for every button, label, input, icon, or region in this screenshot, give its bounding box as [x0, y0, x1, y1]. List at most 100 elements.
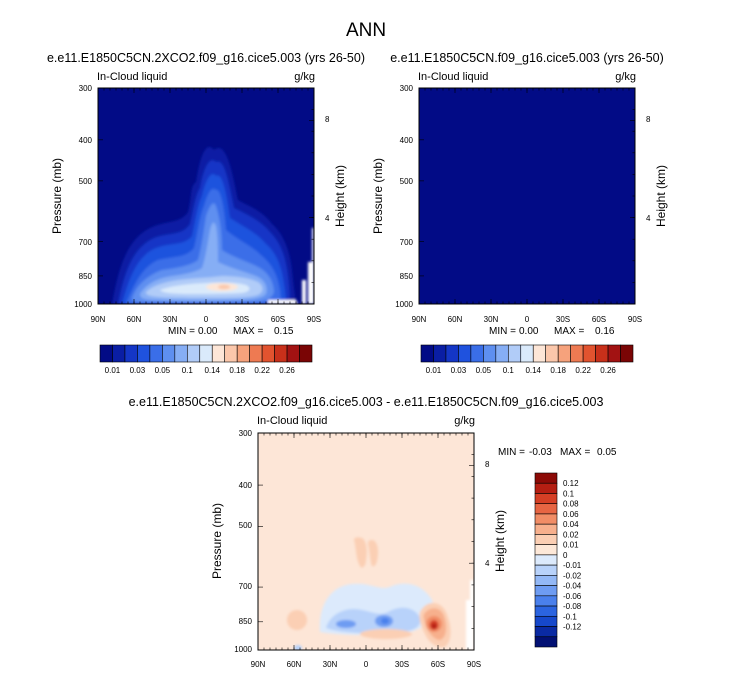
panel-control-colorbar-box-16 — [620, 344, 634, 363]
panel-difference-xtick-90N: 90N — [251, 660, 266, 669]
panel-difference-variable-label: In-Cloud liquid — [257, 415, 327, 427]
panel-2xco2-contour-level-10 — [218, 284, 230, 290]
panel-control-ylabel: Pressure (mb) — [371, 158, 385, 234]
panel-difference-colorbar-label-0: 0.12 — [563, 479, 579, 488]
panel-control-colorbar-box-11 — [557, 344, 571, 363]
panel-2xco2-contours — [112, 146, 314, 304]
panel-difference-xtick-60N: 60N — [287, 660, 302, 669]
panel-difference-y2tick-4: 4 — [485, 559, 490, 568]
panel-2xco2-colorbar-box-2 — [124, 344, 138, 363]
panel-difference-xtick-0: 0 — [364, 660, 369, 669]
panel-control-colorbar-box-5 — [483, 344, 497, 363]
panel-2xco2-colorbar-label-2: 0.05 — [155, 366, 171, 375]
panel-2xco2-colorbar-label-1: 0.03 — [130, 366, 146, 375]
panel-control-y2label: Height (km) — [654, 165, 668, 227]
panel-control-ytick-300: 300 — [400, 84, 414, 93]
panel-difference-missing-data — [466, 580, 474, 650]
panel-2xco2-xtick-60S: 60S — [271, 315, 285, 324]
panel-control-xtick-30N: 30N — [484, 315, 499, 324]
panel-2xco2-colorbar-label-3: 0.1 — [182, 366, 194, 375]
panel-2xco2: e.e11.E1850C5CN.2XCO2.f09_g16.cice5.003 … — [47, 51, 365, 375]
panel-control-ytick-850: 850 — [400, 272, 414, 281]
panel-difference-ytick-500: 500 — [239, 521, 253, 530]
panel-difference-ytick-400: 400 — [239, 481, 253, 490]
panel-difference-colorbar-box-12 — [534, 595, 558, 607]
panel-control-title: e.e11.E1850C5CN.f09_g16.cice5.003 (yrs 2… — [390, 51, 664, 65]
panel-control-ytick-1000: 1000 — [395, 300, 413, 309]
panel-difference-positive-region-1 — [354, 537, 378, 568]
panel-2xco2-colorbar-box-11 — [236, 344, 250, 363]
panel-difference-colorbar-box-2 — [534, 493, 558, 505]
panel-2xco2-colorbar-box-7 — [186, 344, 201, 363]
panel-control-colorbar-label-5: 0.18 — [550, 366, 566, 375]
panel-difference-colorbar-box-6 — [534, 534, 558, 545]
panel-2xco2-variable-label: In-Cloud liquid — [97, 71, 167, 83]
panel-control-xtick-60N: 60N — [448, 315, 463, 324]
panel-difference-max-value: 0.05 — [597, 447, 617, 458]
panel-control-xtick-90N: 90N — [412, 315, 427, 324]
panel-2xco2-colorbar-box-12 — [249, 344, 263, 363]
panel-2xco2-colorbar-label-6: 0.22 — [254, 366, 270, 375]
panel-2xco2-y2label: Height (km) — [333, 165, 347, 227]
panel-difference-colorbar-box-1 — [534, 482, 558, 494]
panel-difference-ylabel: Pressure (mb) — [210, 503, 224, 579]
panel-difference-negative-core-1 — [336, 620, 356, 628]
panel-control-xtick-0: 0 — [525, 315, 530, 324]
panel-difference-min-value: -0.03 — [529, 447, 552, 458]
panel-control-variable-label: In-Cloud liquid — [418, 71, 488, 83]
panel-2xco2-min-value: 0.00 — [198, 326, 218, 337]
figure-title: ANN — [346, 20, 386, 41]
panel-2xco2-xtick-90N: 90N — [91, 315, 106, 324]
panel-control-y2tick-4: 4 — [646, 214, 651, 223]
panel-difference-positive-region-3 — [360, 629, 412, 639]
panel-control-colorbar-box-2 — [445, 344, 459, 363]
panel-difference-xtick-30S: 30S — [395, 660, 409, 669]
panel-difference-colorbar-label-10: -0.04 — [563, 582, 582, 591]
panel-control-ytick-700: 700 — [400, 238, 414, 247]
panel-difference-colorbar-label-6: 0.01 — [563, 541, 579, 550]
panel-control-colorbar-box-9 — [532, 344, 547, 363]
panel-difference-units-label: g/kg — [454, 415, 475, 427]
panel-control-colorbar-label-3: 0.1 — [503, 366, 515, 375]
panel-2xco2-ytick-500: 500 — [79, 177, 93, 186]
panel-control-colorbar-box-3 — [458, 344, 472, 363]
panel-difference-colorbar-box-13 — [534, 605, 558, 617]
panel-difference: e.e11.E1850C5CN.2XCO2.f09_g16.cice5.003 … — [129, 395, 617, 669]
panel-2xco2-colorbar-box-9 — [211, 344, 226, 363]
panel-control-colorbar-box-0 — [420, 344, 434, 363]
panel-difference-ytick-1000: 1000 — [234, 645, 252, 654]
panel-difference-colorbar-label-9: -0.02 — [563, 571, 582, 580]
panel-difference-title: e.e11.E1850C5CN.2XCO2.f09_g16.cice5.003 … — [129, 395, 604, 409]
panel-2xco2-max-label: MAX = — [233, 326, 263, 337]
panel-difference-colorbar-box-5 — [534, 523, 558, 535]
panel-control-colorbar-label-2: 0.05 — [476, 366, 492, 375]
panel-difference-max-label: MAX = — [560, 447, 590, 458]
panel-2xco2-colorbar-box-3 — [137, 344, 151, 363]
panel-difference-colorbar-label-12: -0.08 — [563, 602, 582, 611]
panel-control-background — [419, 88, 635, 304]
panel-2xco2-max-value: 0.15 — [274, 326, 294, 337]
panel-2xco2-ytick-1000: 1000 — [74, 300, 92, 309]
panel-2xco2-colorbar-box-15 — [286, 344, 300, 363]
panel-control-max-value: 0.16 — [595, 326, 615, 337]
panel-difference-ytick-700: 700 — [239, 582, 253, 591]
panel-control-colorbar: 0.01 0.03 0.05 0.1 0.14 0.18 0.22 0.26 — [420, 344, 634, 375]
panel-control-colorbar-box-4 — [470, 344, 484, 363]
panel-control-xtick-60S: 60S — [592, 315, 606, 324]
panel-control-axes: 300 400 500 700 850 1000 8 4 90N 60N 30N… — [371, 84, 668, 324]
panel-difference-colorbar-label-2: 0.08 — [563, 500, 579, 509]
panel-2xco2-ytick-300: 300 — [79, 84, 93, 93]
panel-2xco2-colorbar-box-6 — [174, 344, 188, 363]
panel-2xco2-colorbar-box-8 — [199, 344, 213, 363]
panel-control-colorbar-box-10 — [545, 344, 559, 363]
panel-difference-colorbar-box-7 — [534, 544, 558, 556]
panel-control-ytick-500: 500 — [400, 177, 414, 186]
panel-difference-colorbar: 0.120.1 0.080.060.040.02 0.010-0.01-0.02 -0… — [534, 472, 582, 648]
panel-control-colorbar-box-15 — [607, 344, 621, 363]
panel-2xco2-min-label: MIN = — [168, 326, 195, 337]
panel-control-colorbar-box-7 — [507, 344, 522, 363]
panel-difference-colorbar-label-13: -0.1 — [563, 612, 577, 621]
panel-2xco2-xtick-30N: 30N — [163, 315, 178, 324]
panel-difference-colorbar-box-9 — [534, 564, 558, 576]
